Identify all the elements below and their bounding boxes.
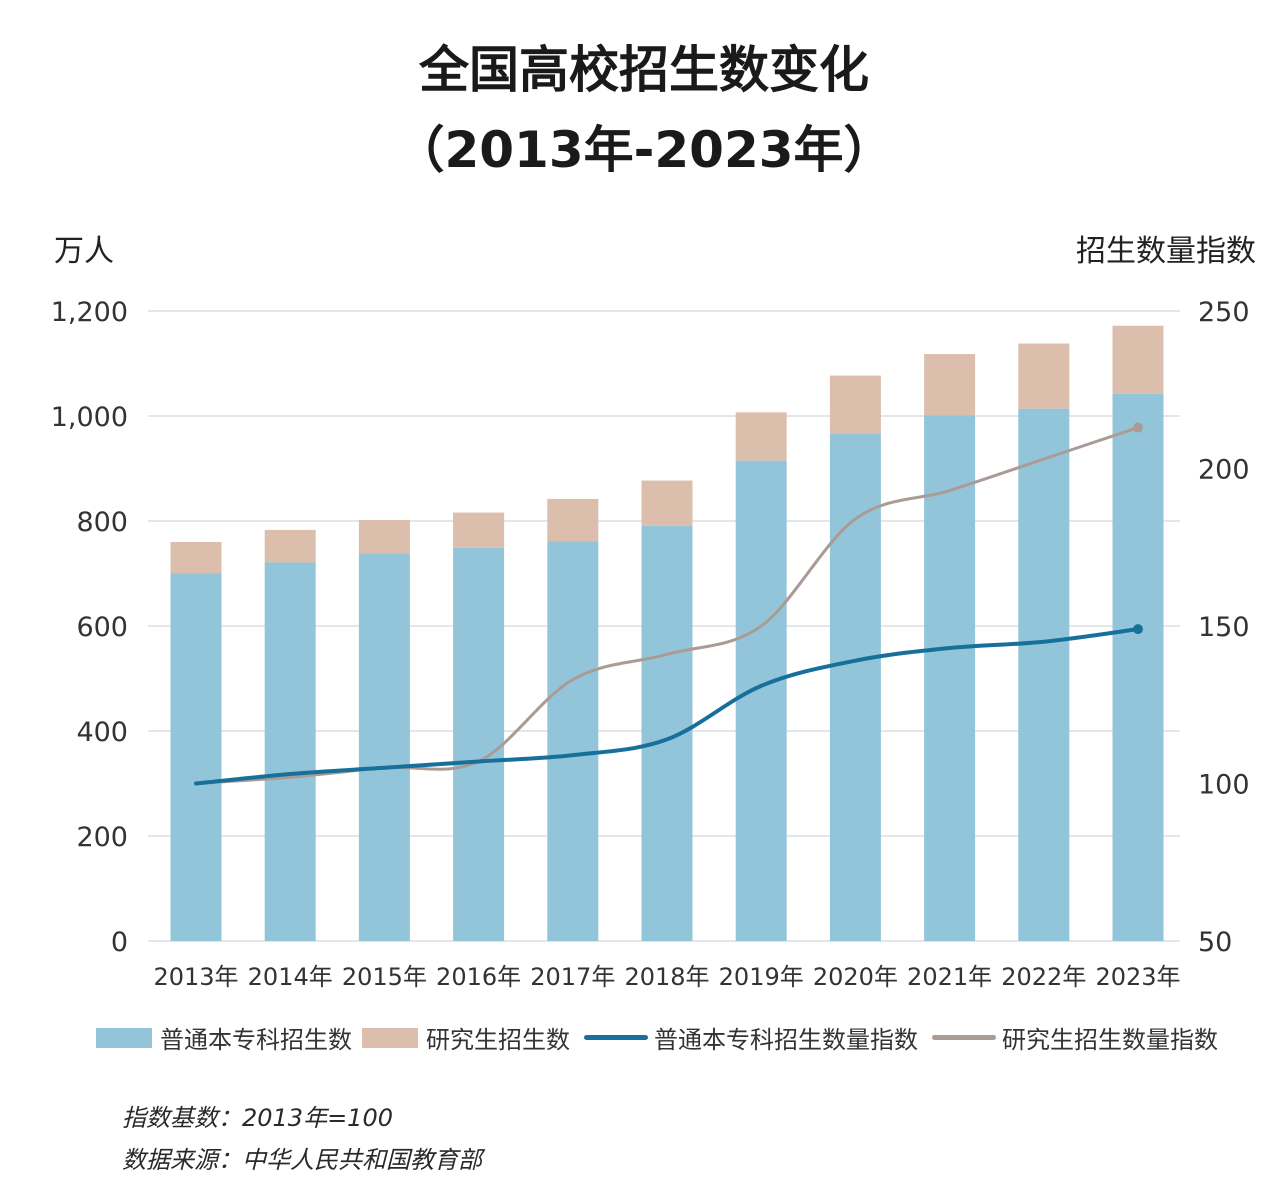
x-tick-label: 2020年 [813,963,898,991]
legend-label: 普通本专科招生数 [160,1026,352,1054]
chart-title: 全国高校招生数变化 [419,41,869,99]
right-tick-label: 250 [1198,297,1250,328]
x-tick-label: 2019年 [719,963,804,991]
legend-swatch [96,1027,152,1048]
bar-undergrad [170,573,222,941]
right-tick-label: 100 [1198,770,1250,801]
bar-postgrad [453,512,505,548]
x-tick-label: 2022年 [1001,963,1086,991]
bar-undergrad [735,460,787,941]
bar-postgrad [735,412,787,461]
legend-item: 普通本专科招生数 [96,1020,352,1055]
left-tick-label: 0 [111,927,128,958]
right-tick-label: 150 [1198,612,1250,643]
legend-label: 普通本专科招生数量指数 [654,1026,918,1054]
x-tick-label: 2016年 [436,963,521,991]
index-base-note: 指数基数：2013年=100 [122,1104,393,1132]
x-tick-label: 2017年 [530,963,615,991]
legend-swatch [362,1027,418,1048]
x-tick-label: 2021年 [907,963,992,991]
bar-undergrad [358,553,410,941]
left-tick-label: 1,000 [51,402,128,433]
left-axis-label: 万人 [54,234,114,269]
x-tick-label: 2015年 [342,963,427,991]
bar-postgrad [829,375,881,434]
source-note: 数据来源：中华人民共和国教育部 [122,1146,482,1174]
legend-line [932,1035,996,1040]
bar-undergrad [453,547,505,941]
legend-item: 研究生招生数 [362,1020,570,1055]
left-tick-label: 1,200 [51,297,128,328]
right-axis-label: 招生数量指数 [1076,234,1256,269]
bar-postgrad [1112,325,1164,394]
left-tick-label: 600 [76,612,128,643]
bar-undergrad [547,541,599,941]
left-tick-label: 200 [76,822,128,853]
x-tick-label: 2023年 [1095,963,1180,991]
legend-label: 研究生招生数 [426,1026,570,1054]
legend-item: 普通本专科招生数量指数 [580,1020,918,1055]
index-line-endpoint [1133,422,1143,433]
bar-undergrad [641,525,693,941]
left-tick-label: 400 [76,717,128,748]
x-tick-label: 2014年 [248,963,333,991]
legend-line [584,1035,648,1040]
bar-undergrad [264,562,316,941]
bar-postgrad [924,354,976,416]
legend-label: 研究生招生数量指数 [1002,1026,1218,1054]
bar-postgrad [170,542,222,574]
legend: 普通本专科招生数 研究生招生数 普通本专科招生数量指数 研究生招生数量指数 [96,1020,1228,1055]
right-tick-label: 200 [1198,455,1250,486]
chart-subtitle: （2013年-2023年） [394,121,894,179]
bar-postgrad [358,519,410,554]
bar-postgrad [641,480,693,526]
right-tick-label: 50 [1198,927,1232,958]
x-tick-label: 2013年 [153,963,238,991]
index-line-endpoint [1133,624,1143,635]
bar-postgrad [1018,343,1070,409]
legend-item: 研究生招生数量指数 [928,1020,1218,1055]
bar-undergrad [1112,393,1164,941]
left-tick-label: 800 [76,507,128,538]
index-line-2 [194,627,1140,786]
bar-undergrad [1018,408,1070,941]
x-tick-label: 2018年 [624,963,709,991]
bar-undergrad [924,415,976,942]
bar-postgrad [264,529,316,563]
bar-postgrad [547,498,599,542]
